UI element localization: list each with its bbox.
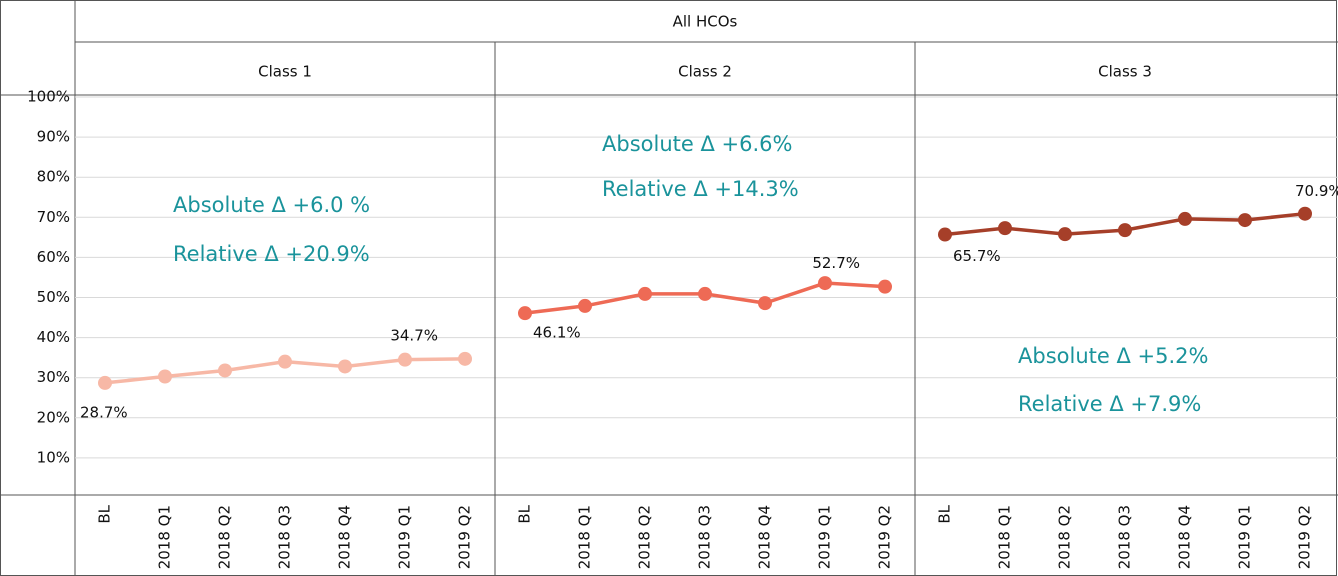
y-tick-label: 50% <box>37 288 70 306</box>
value-label: 70.9% <box>1295 182 1338 200</box>
y-tick-label: 20% <box>37 408 70 426</box>
x-tick-label: BL <box>936 504 954 523</box>
point <box>998 221 1012 236</box>
point <box>758 296 772 311</box>
x-tick-label: 2018 Q3 <box>696 505 714 569</box>
point <box>1118 223 1132 238</box>
annotation: Absolute Δ +6.6% <box>602 132 792 156</box>
panel-title: Class 3 <box>1098 63 1152 81</box>
x-tick-label: 2019 Q1 <box>1236 505 1254 569</box>
point <box>338 359 352 374</box>
x-tick-label: 2018 Q2 <box>1056 505 1074 569</box>
annotation: Relative Δ +20.9% <box>173 242 370 266</box>
point <box>1178 211 1192 226</box>
x-tick-label: 2018 Q4 <box>336 505 354 569</box>
value-label: 65.7% <box>953 247 1001 265</box>
point <box>398 352 412 367</box>
x-tick-label: BL <box>516 504 534 523</box>
x-tick-label: 2018 Q3 <box>276 505 294 569</box>
x-tick-label: BL <box>96 504 114 523</box>
point <box>578 298 592 313</box>
point <box>878 279 892 294</box>
grid <box>75 96 1338 459</box>
point <box>1298 206 1312 221</box>
annotation: Absolute Δ +5.2% <box>1018 344 1208 368</box>
x-tick-label: 2019 Q2 <box>1296 505 1314 569</box>
x-tick-label: 2018 Q3 <box>1116 505 1134 569</box>
point <box>278 354 292 369</box>
annotation: Relative Δ +14.3% <box>602 177 799 201</box>
x-tick-label: 2018 Q2 <box>216 505 234 569</box>
value-label: 52.7% <box>812 254 860 272</box>
chart-title: All HCOs <box>673 13 738 31</box>
annotation: Relative Δ +7.9% <box>1018 392 1201 416</box>
x-tick-label: 2018 Q4 <box>756 505 774 569</box>
y-tick-label: 40% <box>37 328 70 346</box>
y-tick-label: 10% <box>37 448 70 466</box>
x-tick-label: 2018 Q2 <box>636 505 654 569</box>
value-label: 34.7% <box>390 326 438 344</box>
point <box>218 363 232 378</box>
y-tick-label: 90% <box>37 128 70 146</box>
x-tick-label: 2018 Q1 <box>576 505 594 569</box>
value-label: 46.1% <box>533 324 581 342</box>
point <box>698 286 712 301</box>
panel-title: Class 1 <box>258 63 312 81</box>
x-tick-label: 2018 Q1 <box>996 505 1014 569</box>
x-tick-label: 2019 Q1 <box>396 505 414 569</box>
point <box>818 276 832 291</box>
y-tick-label: 100% <box>27 88 70 106</box>
x-tick-label: 2018 Q1 <box>156 505 174 569</box>
annotation: Absolute Δ +6.0 % <box>173 193 370 217</box>
point <box>1238 213 1252 228</box>
y-tick-label: 60% <box>37 248 70 266</box>
point <box>518 306 532 321</box>
x-tick-label: 2019 Q2 <box>876 505 894 569</box>
point <box>1058 227 1072 242</box>
x-tick-label: 2019 Q2 <box>456 505 474 569</box>
panel-title: Class 2 <box>678 63 732 81</box>
point <box>458 351 472 366</box>
point <box>638 286 652 301</box>
y-tick-label: 30% <box>37 368 70 386</box>
y-tick-label: 80% <box>37 168 70 186</box>
point <box>98 375 112 390</box>
point <box>938 227 952 242</box>
y-tick-label: 70% <box>37 208 70 226</box>
x-tick-label: 2018 Q4 <box>1176 505 1194 569</box>
value-label: 28.7% <box>80 403 128 421</box>
point <box>158 369 172 384</box>
x-tick-label: 2019 Q1 <box>816 505 834 569</box>
